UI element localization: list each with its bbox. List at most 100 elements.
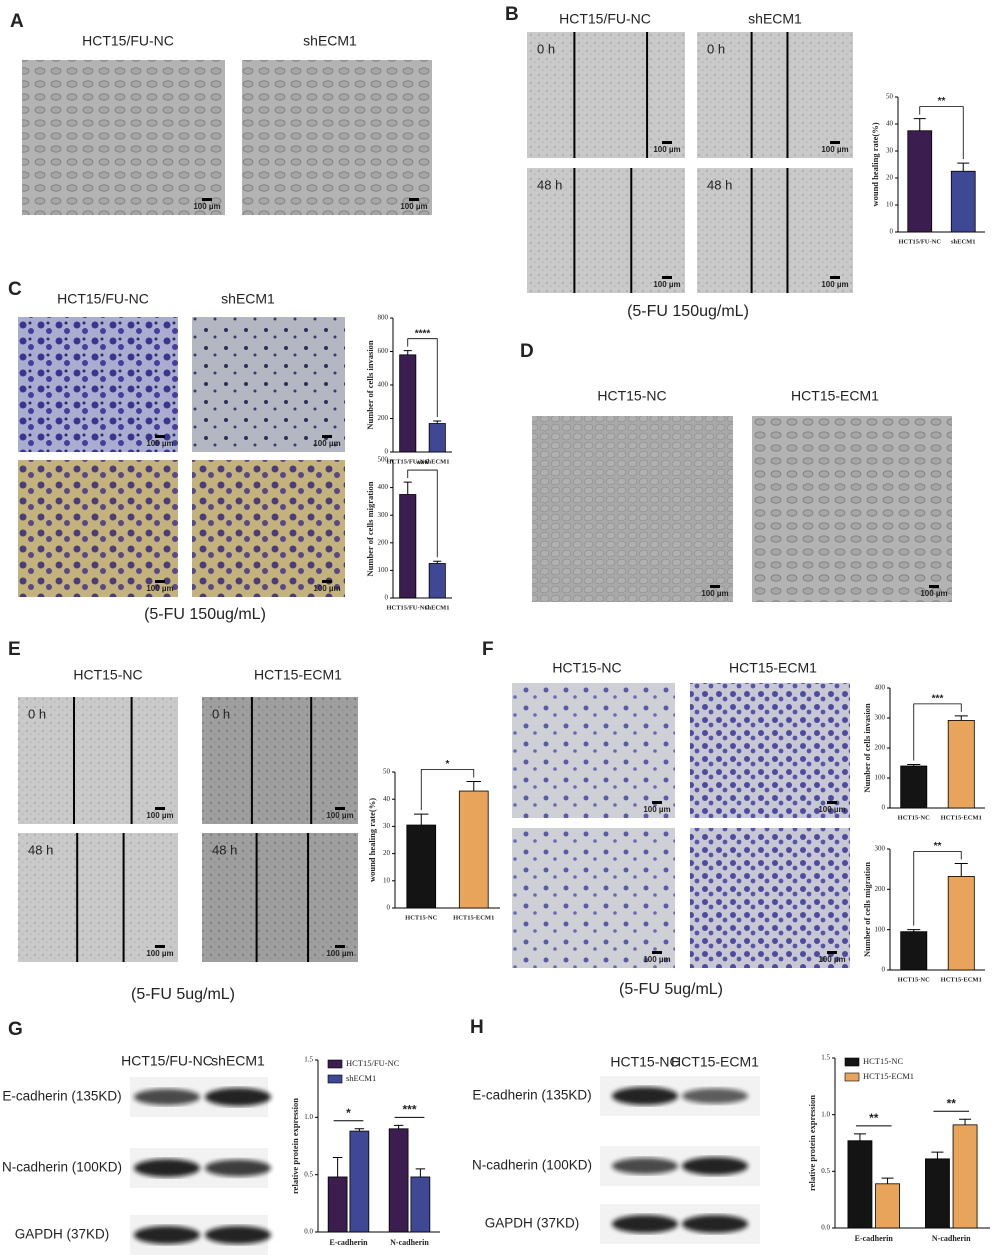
scale-bar	[409, 198, 419, 201]
micrograph	[22, 60, 225, 215]
caption: (5-FU 150ug/mL)	[144, 606, 266, 623]
y-tick-label: 1.0	[821, 1110, 830, 1118]
legend-label: HCT15-ECM1	[863, 1071, 914, 1081]
significance-bracket	[919, 106, 964, 160]
blot-band	[134, 1159, 200, 1177]
micrograph	[18, 833, 178, 962]
scale-bar	[335, 945, 345, 948]
scale-bar-label: 100 µm	[821, 280, 848, 289]
scale-bar-label: 100 µm	[326, 811, 353, 820]
x-tick-label: shECM1	[951, 238, 976, 245]
caption: (5-FU 5ug/mL)	[131, 986, 235, 1003]
bar	[947, 876, 975, 971]
error-bar	[931, 1151, 944, 1159]
y-tick-label: 0	[385, 594, 389, 602]
legend-swatch	[327, 1059, 343, 1069]
bar	[410, 1176, 431, 1233]
micrograph	[752, 416, 952, 602]
scale-bar-label: 100 µm	[326, 949, 353, 958]
x-tick-label: HCT15-ECM1	[941, 976, 982, 983]
x-tick-label: HCT15/FU-NC	[386, 458, 429, 465]
scale-bar	[155, 580, 165, 583]
bar	[458, 790, 489, 909]
error-bar	[403, 350, 412, 355]
y-tick-label: 300	[875, 714, 886, 722]
y-tick-label: 50	[383, 768, 391, 776]
x-tick-label: N-cadherin	[932, 1234, 971, 1243]
time-label: 0 h	[28, 706, 46, 721]
bar	[388, 1128, 409, 1233]
x-tick-label: HCT15-NC	[898, 814, 930, 821]
error-bar	[954, 863, 968, 877]
bar	[327, 1176, 348, 1233]
blot-band	[205, 1088, 271, 1106]
scale-bar-label: 100 µm	[146, 439, 173, 448]
x-tick-label: HCT15-NC	[405, 914, 437, 921]
image-title: HCT15-ECM1	[791, 388, 879, 404]
significance-label: ****	[415, 328, 431, 339]
micrograph	[697, 32, 853, 158]
scale-bar	[662, 276, 672, 279]
scale-bar-label: 100 µm	[653, 145, 680, 154]
micrograph	[18, 317, 178, 452]
significance-bracket	[913, 851, 962, 926]
y-tick-label: 400	[378, 483, 389, 491]
micrograph	[202, 697, 358, 824]
blot-label: GAPDH (37KD)	[485, 1216, 580, 1231]
y-axis-label: Number of cells invasion	[862, 703, 872, 793]
x-tick-label: HCT15-ECM1	[941, 814, 982, 821]
error-bar	[913, 118, 926, 131]
blot-band	[682, 1157, 748, 1175]
micrograph	[18, 697, 178, 824]
bar	[428, 423, 446, 453]
image-title: shECM1	[221, 291, 275, 307]
micrograph	[690, 683, 850, 818]
blot-band	[612, 1157, 678, 1175]
legend-swatch	[844, 1057, 860, 1067]
panel-label: G	[8, 1019, 23, 1040]
bar	[900, 765, 928, 809]
micrograph	[192, 317, 345, 452]
y-tick-label: 100	[875, 774, 886, 782]
y-tick-label: 200	[378, 538, 389, 546]
significance-label: **	[934, 841, 942, 852]
image-title: shECM1	[748, 11, 802, 27]
scale-bar-label: 100 µm	[146, 811, 173, 820]
scale-bar	[827, 951, 837, 954]
y-tick-label: 1.5	[821, 1054, 830, 1062]
x-tick-label: N-cadherin	[390, 1238, 429, 1247]
scale-bar-label: 100 µm	[193, 202, 220, 211]
y-tick-label: 200	[875, 744, 886, 752]
significance-label: ***	[417, 460, 429, 471]
legend-label: HCT15-NC	[863, 1056, 903, 1066]
y-axis-label: Number of cells migration	[365, 481, 375, 576]
significance-label: **	[869, 1111, 879, 1125]
bar	[349, 1130, 370, 1233]
image-title: HCT15-NC	[610, 1054, 679, 1070]
error-bar	[393, 1124, 404, 1129]
error-bar	[957, 162, 970, 172]
scale-bar-label: 100 µm	[643, 955, 670, 964]
time-label: 48 h	[537, 177, 562, 192]
panel-label: A	[10, 11, 24, 32]
y-tick-label: 1.5	[304, 1056, 313, 1064]
scale-bar	[652, 951, 662, 954]
y-tick-label: 200	[378, 414, 389, 422]
caption: (5-FU 5ug/mL)	[619, 981, 723, 998]
scale-bar-label: 100 µm	[821, 145, 848, 154]
panel-label: D	[520, 341, 534, 362]
panel-label: C	[8, 279, 22, 300]
blot-band	[205, 1159, 271, 1177]
scale-bar	[929, 585, 939, 588]
time-label: 0 h	[212, 706, 230, 721]
x-tick-label: shECM1	[425, 458, 450, 465]
x-tick-label: HCT15/FU-NC	[386, 604, 429, 611]
y-tick-label: 20	[886, 174, 894, 182]
significance-label: **	[947, 1096, 957, 1110]
bar	[406, 824, 437, 909]
x-tick-label: HCT15-NC	[898, 976, 930, 983]
x-tick-label: HCT15/FU-NC	[898, 238, 941, 245]
image-title: HCT15-NC	[552, 660, 621, 676]
y-tick-label: 100	[875, 925, 886, 933]
image-title: HCT15-ECM1	[671, 1054, 759, 1070]
